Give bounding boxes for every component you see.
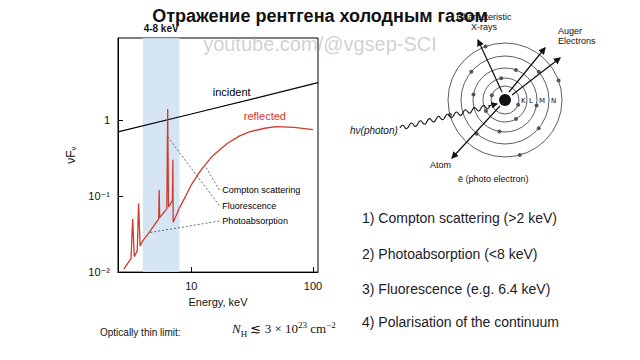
svg-text:1: 1 xyxy=(104,114,110,126)
svg-text:K: K xyxy=(521,97,526,105)
svg-text:Compton scattering: Compton scattering xyxy=(222,185,300,195)
html-text:Отражение рентгена холодным га: Отражение рентгена холодным газом xyxy=(152,6,488,26)
html-text:youtube.com/@vgsep-SCI: youtube.com/@vgsep-SCI xyxy=(203,33,437,55)
svg-text:M: M xyxy=(539,97,545,105)
svg-text:Fluorescence: Fluorescence xyxy=(222,201,276,211)
svg-text:N: N xyxy=(551,97,556,105)
html-text:1) Compton scattering (>2 keV): 1) Compton scattering (>2 keV) xyxy=(362,210,557,226)
svg-text:10: 10 xyxy=(185,280,197,292)
svg-text:reflected: reflected xyxy=(244,110,286,122)
html-text:4) Polarisation of the continu: 4) Polarisation of the continuum xyxy=(362,314,559,330)
svg-text:4-8 keV: 4-8 keV xyxy=(143,22,179,34)
html-text:3) Fluorescence (e.g. 6.4 keV): 3) Fluorescence (e.g. 6.4 keV) xyxy=(362,281,551,297)
svg-text:ē (photo electron): ē (photo electron) xyxy=(458,174,529,184)
svg-text:10⁻²: 10⁻² xyxy=(88,266,110,278)
svg-text:100: 100 xyxy=(304,280,322,292)
svg-text:ν: ν xyxy=(69,146,78,150)
svg-text:Electrons: Electrons xyxy=(558,36,596,46)
html-text:Optically thin limit:: Optically thin limit: xyxy=(100,327,181,338)
svg-text:Auger: Auger xyxy=(558,26,582,36)
svg-text:incident: incident xyxy=(213,86,251,98)
svg-text:Photoabsorption: Photoabsorption xyxy=(222,216,288,226)
svg-text:Energy, keV: Energy, keV xyxy=(188,296,248,308)
svg-text:Atom: Atom xyxy=(430,160,451,170)
svg-text:X-rays: X-rays xyxy=(471,22,497,32)
svg-text:hν(photon): hν(photon) xyxy=(350,125,398,136)
svg-text:νF: νF xyxy=(64,150,78,163)
svg-text:10⁻¹: 10⁻¹ xyxy=(88,190,110,202)
html-text:2) Photoabsorption (<8 keV): 2) Photoabsorption (<8 keV) xyxy=(362,246,538,262)
html-text:23cm−2: 23cm−2 xyxy=(298,320,336,337)
html-text:NH≲ 3 × 10: NH≲ 3 × 10 xyxy=(232,321,298,339)
svg-text:L: L xyxy=(529,97,533,105)
